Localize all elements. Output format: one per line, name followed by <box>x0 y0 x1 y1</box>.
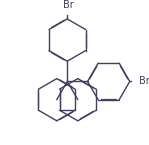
Text: Br: Br <box>63 0 73 10</box>
Text: Br: Br <box>139 76 149 86</box>
